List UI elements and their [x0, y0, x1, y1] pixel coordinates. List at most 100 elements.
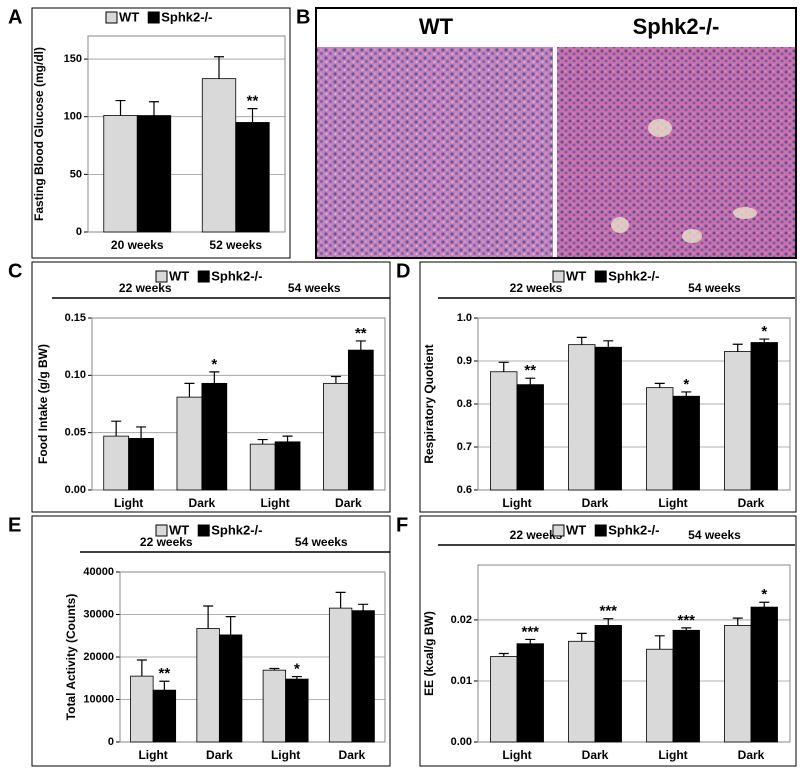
bar — [235, 122, 270, 233]
y-axis-label: Total Activity (Counts) — [64, 594, 78, 721]
bar — [490, 371, 518, 491]
bar — [490, 656, 518, 743]
significance: *** — [600, 603, 618, 620]
error-bar — [335, 591, 346, 609]
error-bar — [136, 659, 147, 677]
bar — [249, 443, 276, 491]
bar — [724, 351, 752, 491]
legend-swatch — [197, 270, 210, 283]
significance: * — [211, 356, 217, 373]
bar — [196, 628, 220, 743]
plot-frame — [87, 35, 286, 233]
panel-letter: C — [8, 260, 22, 282]
error-bar — [148, 101, 159, 116]
y-tick-label: 150 — [64, 53, 82, 65]
bar — [750, 342, 778, 491]
panel-letter: B — [296, 6, 310, 28]
error-bar — [576, 632, 587, 642]
error-bar — [214, 56, 225, 79]
y-tick-label: 0.10 — [65, 369, 86, 381]
x-tick-label: Light — [260, 496, 289, 510]
bar — [323, 382, 349, 491]
bar — [201, 78, 237, 233]
panel-frame — [31, 515, 391, 767]
significance: ** — [247, 93, 259, 110]
error-bar — [355, 340, 366, 351]
legend-swatch — [594, 524, 607, 537]
image-label: Sphk2-/- — [633, 14, 720, 39]
legend-label: WT — [566, 268, 586, 283]
error-bar — [257, 438, 268, 445]
y-tick-label: 0.05 — [65, 427, 86, 439]
error-bar — [498, 652, 509, 657]
error-bar — [681, 391, 692, 397]
legend-label: Sphk2-/- — [211, 522, 262, 537]
significance: * — [683, 376, 689, 393]
legend-swatch — [105, 11, 118, 24]
x-tick-label: Dark — [738, 748, 765, 762]
x-tick-label: Dark — [189, 496, 216, 510]
legend-swatch — [552, 524, 565, 537]
legend-label: WT — [566, 522, 586, 537]
error-bar — [136, 426, 147, 439]
bar — [594, 625, 622, 743]
bar — [568, 344, 596, 491]
bar — [152, 689, 177, 743]
legend-label: Sphk2-/- — [608, 268, 659, 283]
legend-label: Sphk2-/- — [608, 522, 659, 537]
error-bar — [282, 435, 293, 442]
bar — [568, 640, 596, 743]
panel-frame — [31, 261, 391, 513]
y-tick-label: 0.00 — [65, 484, 86, 496]
significance: * — [761, 586, 767, 603]
panel-letter: D — [396, 260, 410, 282]
group-label: 54 weeks — [688, 281, 741, 295]
y-tick-label: 1.0 — [457, 312, 472, 324]
bar — [347, 349, 374, 491]
y-tick-label: 40000 — [83, 566, 114, 578]
error-bar — [732, 617, 743, 626]
error-bar — [269, 667, 280, 671]
bar — [724, 625, 752, 743]
bar — [351, 610, 375, 743]
bar — [594, 346, 622, 491]
bar — [274, 441, 301, 491]
significance: ** — [355, 325, 367, 342]
error-bar — [654, 382, 665, 388]
error-bar — [209, 371, 220, 384]
x-tick-label: Dark — [339, 748, 366, 762]
error-bar — [291, 675, 302, 680]
legend-label: WT — [169, 268, 189, 283]
error-bar — [732, 343, 743, 352]
panel-frame — [419, 515, 797, 767]
x-tick-label: Dark — [738, 496, 765, 510]
y-tick-label: 30000 — [83, 608, 114, 620]
error-bar — [654, 635, 665, 650]
image-label: WT — [419, 14, 454, 39]
y-axis-label: Food Intake (g/g BW) — [36, 344, 50, 464]
group-label: 54 weeks — [688, 528, 741, 542]
panel-frame — [31, 7, 291, 259]
error-bar — [603, 618, 614, 626]
legend-swatch — [197, 524, 210, 537]
bar — [103, 435, 130, 491]
y-axis-label: EE (kcal/g BW) — [422, 611, 436, 696]
legend-swatch — [155, 524, 168, 537]
panel-letter: F — [396, 514, 408, 536]
bar — [103, 115, 138, 233]
significance: *** — [522, 623, 540, 640]
bar — [201, 382, 228, 491]
vacuole — [733, 207, 757, 219]
error-bar — [603, 340, 614, 348]
error-bar — [330, 375, 341, 384]
x-tick-label: Light — [502, 748, 531, 762]
bar — [672, 629, 700, 743]
x-tick-label: 52 weeks — [209, 238, 262, 252]
y-tick-label: 0.00 — [451, 736, 472, 748]
x-tick-label: Light — [658, 496, 687, 510]
legend-label: WT — [119, 9, 139, 24]
bar — [262, 669, 287, 743]
bar — [328, 607, 353, 743]
bar — [750, 606, 778, 743]
